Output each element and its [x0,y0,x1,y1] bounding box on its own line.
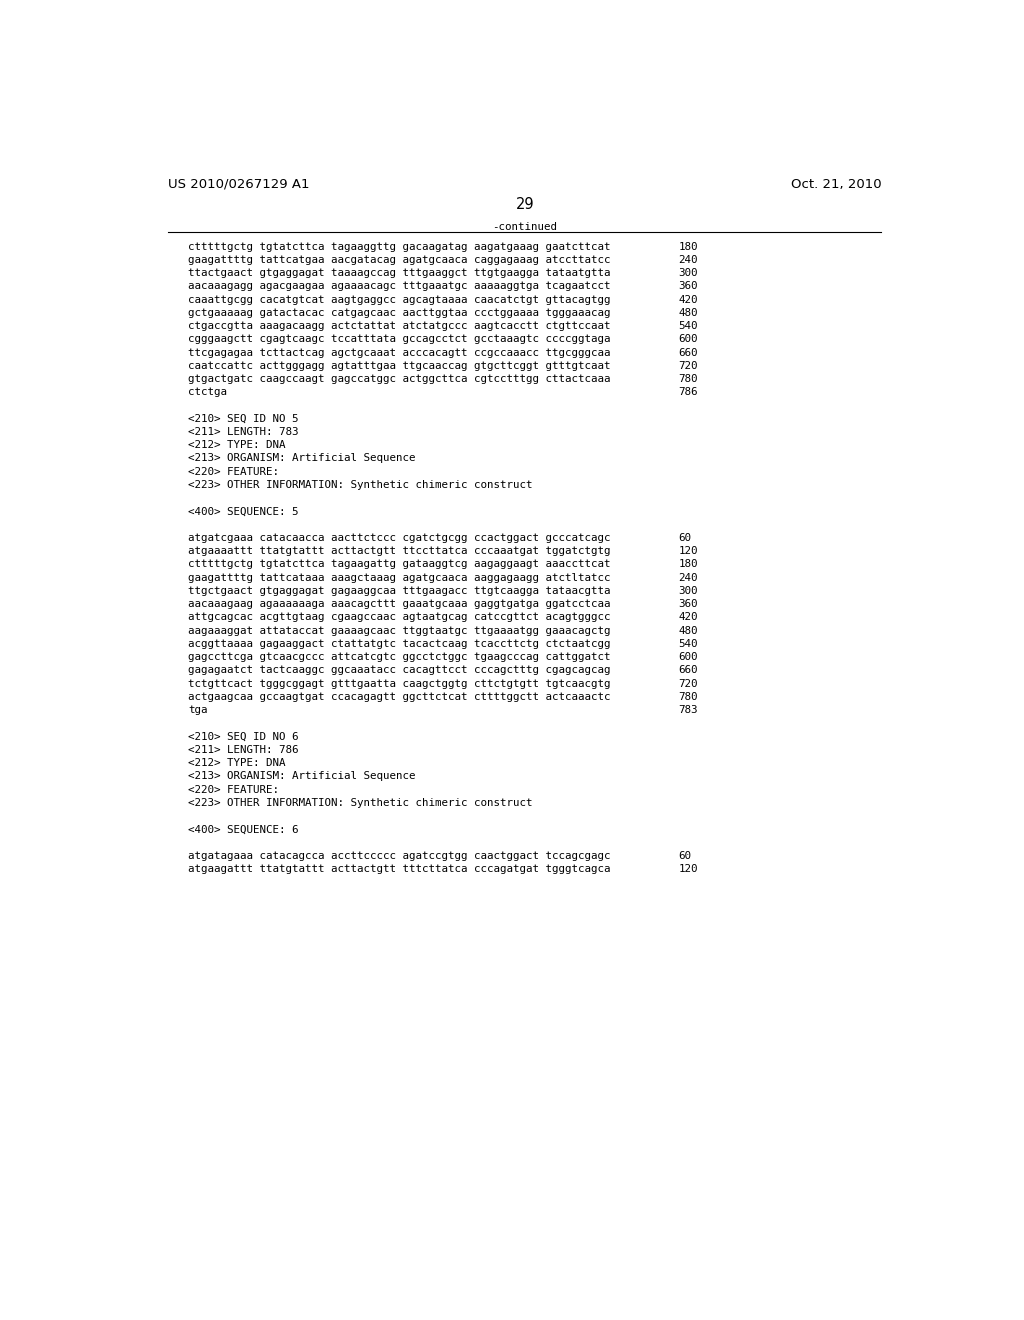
Text: atgatagaaa catacagcca accttccccc agatccgtgg caactggact tccagcgagc: atgatagaaa catacagcca accttccccc agatccg… [188,851,611,861]
Text: ctttttgctg tgtatcttca tagaaggttg gacaagatag aagatgaaag gaatcttcat: ctttttgctg tgtatcttca tagaaggttg gacaaga… [188,242,611,252]
Text: <223> OTHER INFORMATION: Synthetic chimeric construct: <223> OTHER INFORMATION: Synthetic chime… [188,797,532,808]
Text: ttgctgaact gtgaggagat gagaaggcaa tttgaagacc ttgtcaagga tataacgtta: ttgctgaact gtgaggagat gagaaggcaa tttgaag… [188,586,611,595]
Text: 720: 720 [678,678,697,689]
Text: <212> TYPE: DNA: <212> TYPE: DNA [188,441,286,450]
Text: <400> SEQUENCE: 6: <400> SEQUENCE: 6 [188,824,299,834]
Text: gagccttcga gtcaacgccc attcatcgtc ggcctctggc tgaagcccag cattggatct: gagccttcga gtcaacgccc attcatcgtc ggcctct… [188,652,611,663]
Text: 780: 780 [678,374,697,384]
Text: 480: 480 [678,626,697,636]
Text: ttactgaact gtgaggagat taaaagccag tttgaaggct ttgtgaagga tataatgtta: ttactgaact gtgaggagat taaaagccag tttgaag… [188,268,611,279]
Text: 60: 60 [678,533,691,543]
Text: 300: 300 [678,586,697,595]
Text: -continued: -continued [493,222,557,231]
Text: 660: 660 [678,347,697,358]
Text: 600: 600 [678,334,697,345]
Text: 783: 783 [678,705,697,715]
Text: ctctga: ctctga [188,387,227,397]
Text: US 2010/0267129 A1: US 2010/0267129 A1 [168,178,310,190]
Text: 600: 600 [678,652,697,663]
Text: 60: 60 [678,851,691,861]
Text: attgcagcac acgttgtaag cgaagccaac agtaatgcag catccgttct acagtgggcc: attgcagcac acgttgtaag cgaagccaac agtaatg… [188,612,611,623]
Text: Oct. 21, 2010: Oct. 21, 2010 [791,178,882,190]
Text: ttcgagagaa tcttactcag agctgcaaat acccacagtt ccgccaaacc ttgcgggcaa: ttcgagagaa tcttactcag agctgcaaat acccaca… [188,347,611,358]
Text: <212> TYPE: DNA: <212> TYPE: DNA [188,758,286,768]
Text: <223> OTHER INFORMATION: Synthetic chimeric construct: <223> OTHER INFORMATION: Synthetic chime… [188,480,532,490]
Text: 360: 360 [678,281,697,292]
Text: tga: tga [188,705,208,715]
Text: atgatcgaaa catacaacca aacttctccc cgatctgcgg ccactggact gcccatcagc: atgatcgaaa catacaacca aacttctccc cgatctg… [188,533,611,543]
Text: acggttaaaa gagaaggact ctattatgtc tacactcaag tcaccttctg ctctaatcgg: acggttaaaa gagaaggact ctattatgtc tacactc… [188,639,611,649]
Text: gaagattttg tattcatgaa aacgatacag agatgcaaca caggagaaag atccttatcc: gaagattttg tattcatgaa aacgatacag agatgca… [188,255,611,265]
Text: 120: 120 [678,546,697,556]
Text: 180: 180 [678,242,697,252]
Text: gctgaaaaag gatactacac catgagcaac aacttggtaa ccctggaaaa tgggaaacag: gctgaaaaag gatactacac catgagcaac aacttgg… [188,308,611,318]
Text: caatccattc acttgggagg agtatttgaa ttgcaaccag gtgcttcggt gtttgtcaat: caatccattc acttgggagg agtatttgaa ttgcaac… [188,360,611,371]
Text: <400> SEQUENCE: 5: <400> SEQUENCE: 5 [188,507,299,516]
Text: <220> FEATURE:: <220> FEATURE: [188,784,280,795]
Text: gagagaatct tactcaaggc ggcaaatacc cacagttcct cccagctttg cgagcagcag: gagagaatct tactcaaggc ggcaaatacc cacagtt… [188,665,611,676]
Text: ctttttgctg tgtatcttca tagaagattg gataaggtcg aagaggaagt aaaccttcat: ctttttgctg tgtatcttca tagaagattg gataagg… [188,560,611,569]
Text: 786: 786 [678,387,697,397]
Text: <213> ORGANISM: Artificial Sequence: <213> ORGANISM: Artificial Sequence [188,454,416,463]
Text: 180: 180 [678,560,697,569]
Text: <213> ORGANISM: Artificial Sequence: <213> ORGANISM: Artificial Sequence [188,771,416,781]
Text: <220> FEATURE:: <220> FEATURE: [188,467,280,477]
Text: <211> LENGTH: 786: <211> LENGTH: 786 [188,744,299,755]
Text: gaagattttg tattcataaa aaagctaaag agatgcaaca aaggagaagg atctltatcc: gaagattttg tattcataaa aaagctaaag agatgca… [188,573,611,582]
Text: 420: 420 [678,294,697,305]
Text: atgaagattt ttatgtattt acttactgtt tttcttatca cccagatgat tgggtcagca: atgaagattt ttatgtattt acttactgtt tttctta… [188,865,611,874]
Text: ctgaccgtta aaagacaagg actctattat atctatgccc aagtcacctt ctgttccaat: ctgaccgtta aaagacaagg actctattat atctatg… [188,321,611,331]
Text: 240: 240 [678,573,697,582]
Text: 660: 660 [678,665,697,676]
Text: <210> SEQ ID NO 6: <210> SEQ ID NO 6 [188,731,299,742]
Text: 360: 360 [678,599,697,609]
Text: 540: 540 [678,639,697,649]
Text: atgaaaattt ttatgtattt acttactgtt ttccttatca cccaaatgat tggatctgtg: atgaaaattt ttatgtattt acttactgtt ttcctta… [188,546,611,556]
Text: 480: 480 [678,308,697,318]
Text: <210> SEQ ID NO 5: <210> SEQ ID NO 5 [188,413,299,424]
Text: aagaaaggat attataccat gaaaagcaac ttggtaatgc ttgaaaatgg gaaacagctg: aagaaaggat attataccat gaaaagcaac ttggtaa… [188,626,611,636]
Text: 780: 780 [678,692,697,702]
Text: <211> LENGTH: 783: <211> LENGTH: 783 [188,426,299,437]
Text: 300: 300 [678,268,697,279]
Text: aacaaagaag agaaaaaaga aaacagcttt gaaatgcaaa gaggtgatga ggatcctcaa: aacaaagaag agaaaaaaga aaacagcttt gaaatgc… [188,599,611,609]
Text: 29: 29 [515,197,535,213]
Text: 540: 540 [678,321,697,331]
Text: actgaagcaa gccaagtgat ccacagagtt ggcttctcat cttttggctt actcaaactc: actgaagcaa gccaagtgat ccacagagtt ggcttct… [188,692,611,702]
Text: caaattgcgg cacatgtcat aagtgaggcc agcagtaaaa caacatctgt gttacagtgg: caaattgcgg cacatgtcat aagtgaggcc agcagta… [188,294,611,305]
Text: gtgactgatc caagccaagt gagccatggc actggcttca cgtcctttgg cttactcaaa: gtgactgatc caagccaagt gagccatggc actggct… [188,374,611,384]
Text: cgggaagctt cgagtcaagc tccatttata gccagcctct gcctaaagtc ccccggtaga: cgggaagctt cgagtcaagc tccatttata gccagcc… [188,334,611,345]
Text: 120: 120 [678,865,697,874]
Text: tctgttcact tgggcggagt gtttgaatta caagctggtg cttctgtgtt tgtcaacgtg: tctgttcact tgggcggagt gtttgaatta caagctg… [188,678,611,689]
Text: 720: 720 [678,360,697,371]
Text: 240: 240 [678,255,697,265]
Text: aacaaagagg agacgaagaa agaaaacagc tttgaaatgc aaaaaggtga tcagaatcct: aacaaagagg agacgaagaa agaaaacagc tttgaaa… [188,281,611,292]
Text: 420: 420 [678,612,697,623]
